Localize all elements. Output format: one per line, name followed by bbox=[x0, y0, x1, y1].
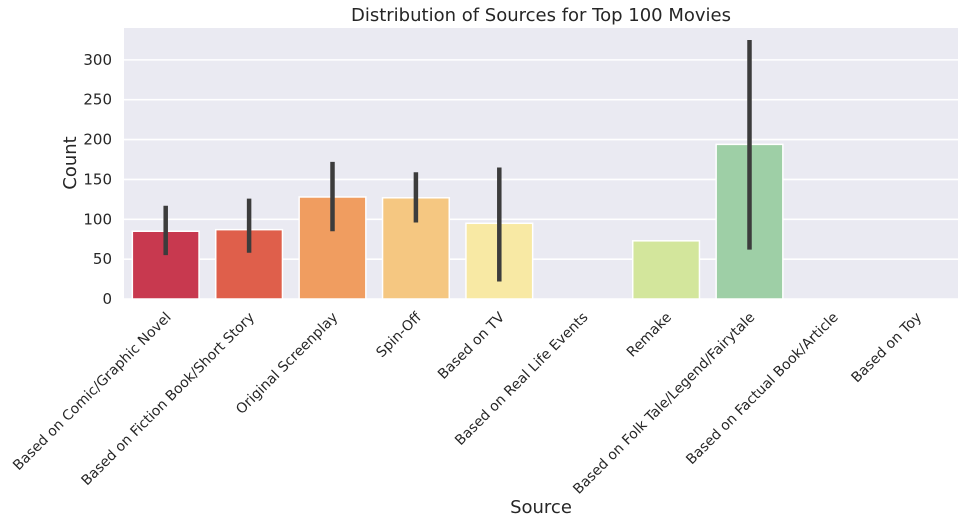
y-tick-label: 50 bbox=[93, 250, 112, 268]
x-tick-label: Based on Comic/Graphic Novel bbox=[10, 310, 174, 474]
x-tick-label: Based on Real Life Events bbox=[452, 310, 591, 449]
y-tick-label: 150 bbox=[83, 170, 112, 188]
x-tick-label: Based on Toy bbox=[849, 310, 926, 387]
x-tick-label: Based on Folk Tale/Legend/Fairytale bbox=[570, 310, 758, 498]
y-tick-label: 0 bbox=[102, 290, 112, 308]
y-axis-ticks: 0 50 100 150 200 250 300 bbox=[83, 51, 112, 308]
x-tick-label: Based on Fiction Book/Short Story bbox=[78, 310, 257, 489]
y-tick-label: 100 bbox=[83, 210, 112, 228]
y-tick-label: 200 bbox=[83, 131, 112, 149]
chart-title: Distribution of Sources for Top 100 Movi… bbox=[351, 5, 731, 26]
bar bbox=[298, 196, 367, 300]
x-tick-label: Based on Factual Book/Article bbox=[683, 310, 841, 468]
error-bars bbox=[163, 39, 752, 282]
x-tick-label: Spin-Off bbox=[373, 309, 425, 361]
x-tick-label: Remake bbox=[624, 310, 675, 361]
y-tick-label: 250 bbox=[83, 91, 112, 109]
y-tick-label: 300 bbox=[83, 51, 112, 69]
x-tick-label: Based on TV bbox=[435, 309, 508, 382]
y-axis-label: Count bbox=[60, 136, 81, 189]
x-axis-label: Source bbox=[510, 497, 572, 518]
bar bbox=[631, 240, 701, 300]
